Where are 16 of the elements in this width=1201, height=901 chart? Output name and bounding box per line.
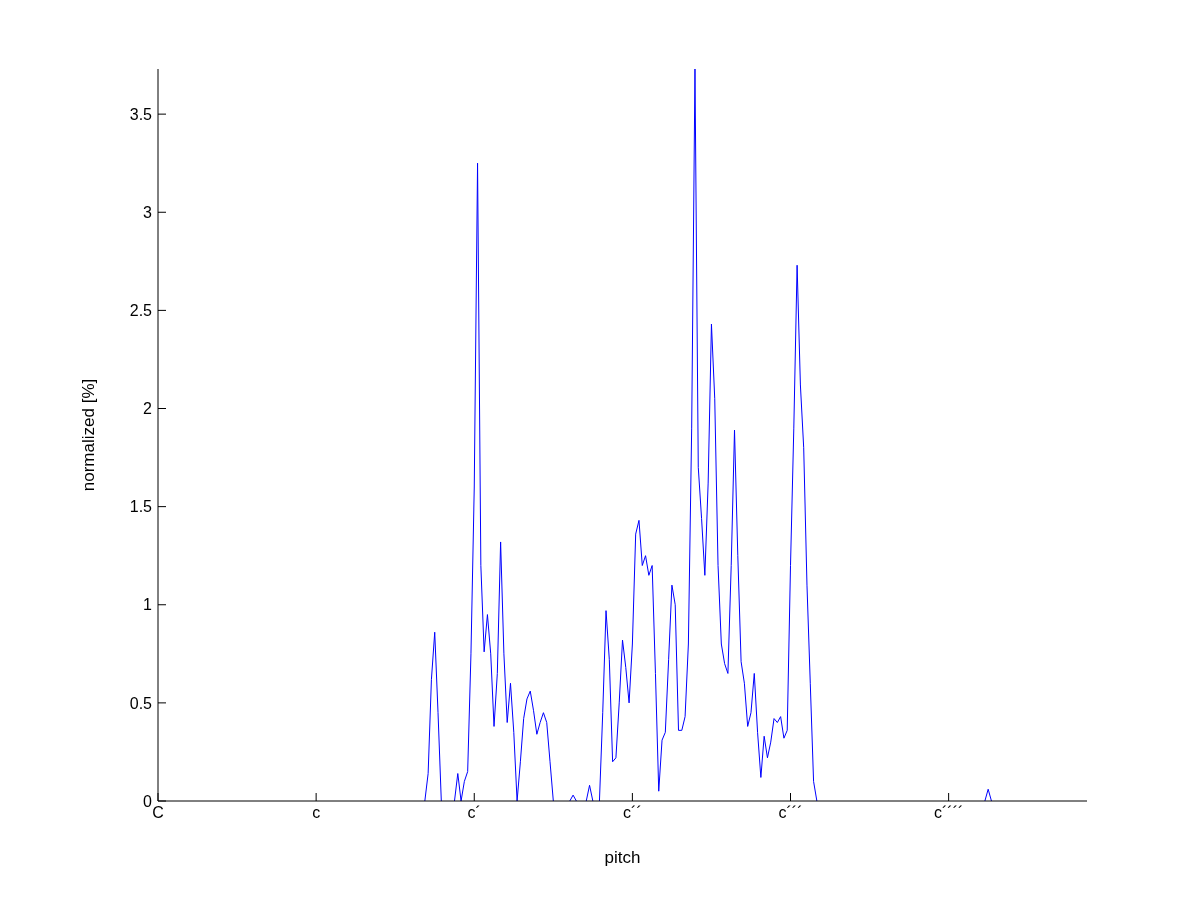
x-tick-label: c	[312, 804, 321, 822]
x-tick-label: c´´	[623, 804, 642, 822]
y-axis-title: normalized [%]	[79, 378, 99, 492]
x-tick-label: c´´´´	[933, 804, 964, 822]
y-tick-label: 2	[143, 400, 153, 418]
x-axis-title: pitch	[604, 848, 641, 867]
x-tick-label: C	[152, 804, 164, 822]
y-tick-label: 3.5	[129, 105, 153, 123]
y-tick-label: 2.5	[129, 302, 153, 320]
y-tick-label: 1.5	[129, 498, 153, 516]
x-tick-label: c´	[467, 804, 481, 822]
y-tick-label: 3	[143, 203, 153, 221]
y-tick-label: 0.5	[129, 694, 153, 712]
y-tick-label: 0	[143, 792, 153, 810]
y-tick-label: 1	[143, 596, 153, 614]
x-tick-label: c´´´	[778, 804, 803, 822]
